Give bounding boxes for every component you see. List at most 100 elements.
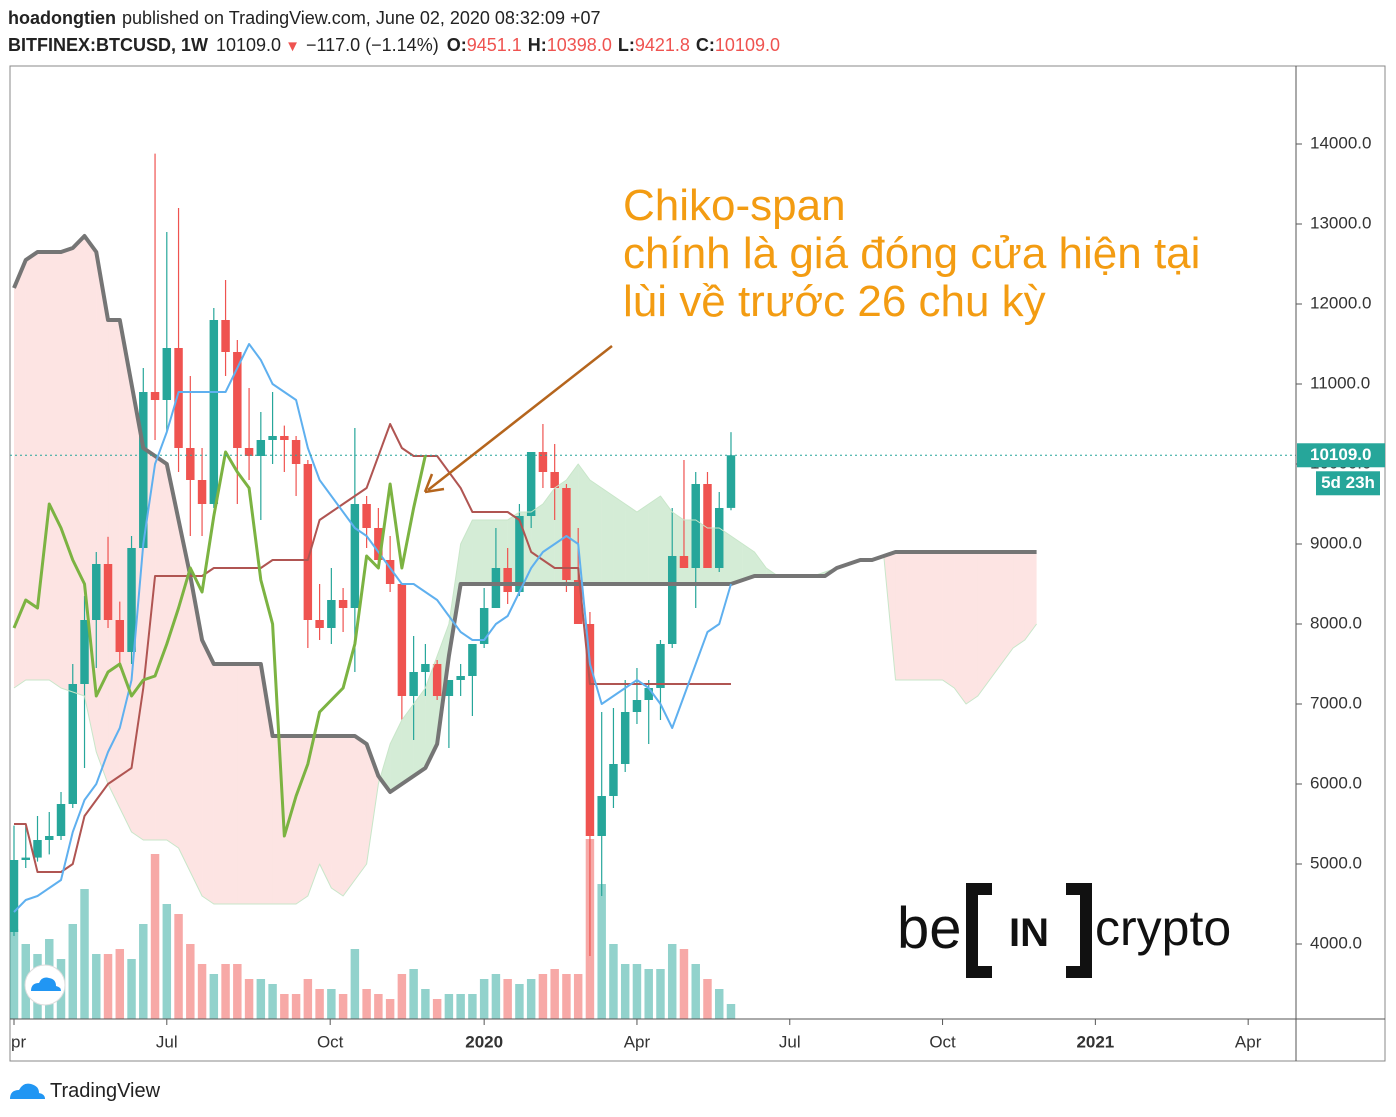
cloud-segment [237, 664, 250, 904]
cloud-segment [730, 536, 743, 584]
cloud-segment [178, 520, 191, 872]
candle-body [691, 484, 700, 568]
candle-body [667, 556, 677, 644]
watermark-left: be [897, 896, 962, 961]
senkou-span-b [12, 234, 1037, 794]
cloud-segment [96, 252, 109, 784]
candle-body [103, 564, 113, 620]
open-label: O: [447, 35, 467, 55]
candle-body [726, 455, 736, 508]
cloud-segment [13, 260, 26, 688]
cloud-segment [307, 736, 320, 896]
symbol: BITFINEX:BTCUSD, 1W [8, 35, 208, 55]
candle-body [186, 448, 195, 480]
volume-bar [303, 979, 313, 1019]
candle-body [644, 688, 653, 700]
candle-body [374, 528, 383, 560]
x-tick-label: Apr [624, 1032, 651, 1051]
volume-bar [233, 964, 242, 1019]
candle-body [68, 684, 77, 804]
y-tick-label: 14000.0 [1310, 133, 1371, 152]
cloud-segment [930, 552, 943, 680]
cloud-segment [202, 640, 214, 904]
cloud-segment [472, 520, 485, 584]
annotation-line: Chiko-span [623, 181, 846, 230]
y-tick-label: 5000.0 [1310, 853, 1362, 872]
x-tick-label: 2021 [1076, 1032, 1114, 1051]
cloud-segment [954, 552, 967, 704]
x-tick-label: Oct [317, 1032, 344, 1051]
volume-bar [397, 974, 407, 1019]
chart-frame [9, 65, 1386, 1062]
candle-body [174, 348, 183, 448]
volume-bar [538, 974, 548, 1019]
plot [10, 153, 1296, 1019]
candle-body [632, 700, 642, 712]
candle-body [315, 620, 324, 628]
volume-bar [174, 914, 183, 1019]
candle-body [280, 436, 289, 440]
volume-bar [374, 994, 383, 1019]
candle-body [468, 644, 477, 676]
candle-body [656, 644, 665, 688]
volume-bar [609, 944, 618, 1019]
cloud-segment [225, 664, 238, 904]
countdown: 5d 23h [1321, 473, 1375, 492]
cloud-segment [213, 664, 226, 904]
candle-body [432, 664, 442, 696]
cloud-segment [331, 736, 344, 896]
candle-body [139, 392, 148, 548]
volume-bar [209, 974, 219, 1019]
y-tick-label: 12000.0 [1310, 293, 1371, 312]
cloud-segment [636, 504, 649, 584]
volume-bar [550, 969, 559, 1019]
cloud-segment [25, 252, 38, 680]
watermark-right: crypto [1095, 900, 1231, 956]
volume-bar [691, 964, 700, 1019]
last-price: 10109.0 [216, 35, 281, 55]
candle-body [609, 764, 618, 796]
volume-bar [221, 964, 230, 1019]
y-tick-label: 8000.0 [1310, 613, 1362, 632]
cloud-segment [542, 488, 555, 584]
candle-body [491, 568, 501, 608]
cloud-segment [108, 320, 120, 808]
tenkan-sen [13, 343, 732, 913]
volume-bar [362, 989, 371, 1019]
cloud-segment [366, 744, 379, 864]
candle-body [573, 580, 583, 624]
volume-bar [632, 964, 642, 1019]
volume-bar [503, 979, 512, 1019]
x-tick-label: Jul [779, 1032, 801, 1051]
volume-bar [10, 929, 19, 1019]
watermark: be IN crypto [897, 883, 1231, 978]
volume-bar [186, 944, 195, 1019]
volume-bar [515, 984, 524, 1019]
candle-body [256, 440, 266, 456]
cloud-segment [190, 576, 203, 896]
candle-body [10, 860, 19, 932]
chikou-span [12, 450, 427, 838]
y-tick-label: 9000.0 [1310, 533, 1362, 552]
low: 9421.8 [635, 35, 690, 55]
candle-body [620, 712, 630, 764]
volume-bar [338, 994, 348, 1019]
cloud-segment [942, 552, 955, 688]
candle-body [679, 556, 689, 568]
cloud-segment [966, 552, 978, 704]
y-tick-label: 11000.0 [1310, 373, 1370, 392]
candle-body [162, 348, 172, 400]
candle-body [197, 480, 207, 504]
candle-body [350, 504, 360, 608]
volume-bar [597, 884, 606, 1019]
volume-bar [350, 949, 360, 1019]
cloud-segment [1001, 552, 1014, 664]
candle-body [456, 676, 465, 680]
cloud-segment [343, 736, 355, 896]
volume-bar [127, 959, 136, 1019]
candle-body [209, 320, 219, 504]
candle-body [421, 664, 430, 672]
candle-body [33, 840, 42, 858]
candle-body [338, 600, 348, 608]
close-label: C: [696, 35, 715, 55]
